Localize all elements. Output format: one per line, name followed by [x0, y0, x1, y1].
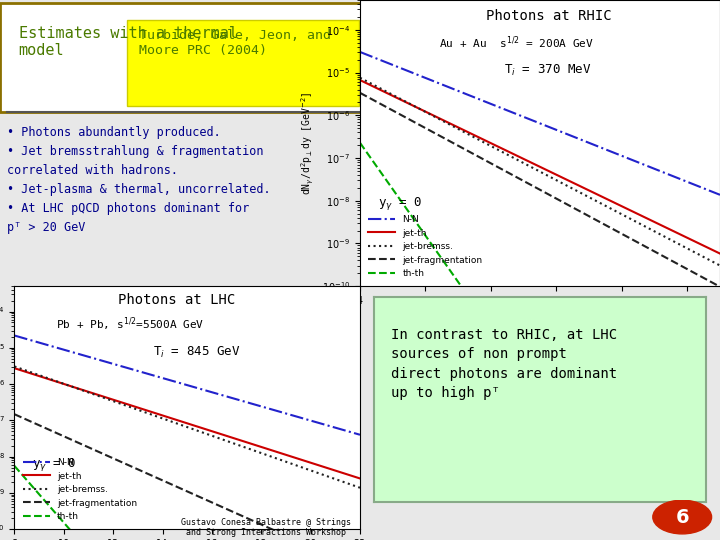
FancyBboxPatch shape [0, 3, 367, 112]
Text: In contrast to RHIC, at LHC
sources of non prompt
direct photons are dominant
up: In contrast to RHIC, at LHC sources of n… [391, 328, 617, 400]
Text: Estimates with a thermal
model: Estimates with a thermal model [19, 26, 238, 58]
Text: • Photons abundantly produced.
• Jet bremsstrahlung & fragmentation
correlated w: • Photons abundantly produced. • Jet bre… [7, 126, 271, 234]
Text: y$_\gamma$ = 0: y$_\gamma$ = 0 [32, 456, 76, 473]
Text: 6: 6 [675, 508, 689, 526]
Text: T$_i$ = 370 MeV: T$_i$ = 370 MeV [504, 63, 591, 78]
Legend: N-N, jet-th, jet-bremss., jet-fragmentation, th-th: N-N, jet-th, jet-bremss., jet-fragmentat… [19, 454, 140, 525]
FancyBboxPatch shape [127, 20, 359, 106]
Text: Photons at LHC: Photons at LHC [118, 294, 235, 307]
Legend: N-N, jet-th, jet-bremss., jet-fragmentation, th-th: N-N, jet-th, jet-bremss., jet-fragmentat… [364, 211, 486, 282]
Text: Pb + Pb, s$^{1/2}$=5500A GeV: Pb + Pb, s$^{1/2}$=5500A GeV [56, 315, 204, 333]
Text: T$_i$ = 845 GeV: T$_i$ = 845 GeV [153, 345, 240, 360]
Text: Gustavo Conesa Balbastre @ Strings
and Strong Interactions Workshop: Gustavo Conesa Balbastre @ Strings and S… [181, 518, 351, 537]
Text: Photons at RHIC: Photons at RHIC [486, 9, 611, 23]
Circle shape [653, 500, 711, 534]
Y-axis label: dN$_\gamma$/d$^2$p$_\perp$dy [GeV$^{-2}$]: dN$_\gamma$/d$^2$p$_\perp$dy [GeV$^{-2}$… [300, 91, 316, 195]
X-axis label: P$_\perp$ [GeV]: P$_\perp$ [GeV] [513, 312, 567, 325]
Text: y$_\gamma$ = 0: y$_\gamma$ = 0 [378, 194, 423, 212]
Text: Turbide, Gale, Jeon, and
Moore PRC (2004): Turbide, Gale, Jeon, and Moore PRC (2004… [138, 29, 330, 57]
Text: Au + Au  s$^{1/2}$ = 200A GeV: Au + Au s$^{1/2}$ = 200A GeV [439, 35, 594, 51]
